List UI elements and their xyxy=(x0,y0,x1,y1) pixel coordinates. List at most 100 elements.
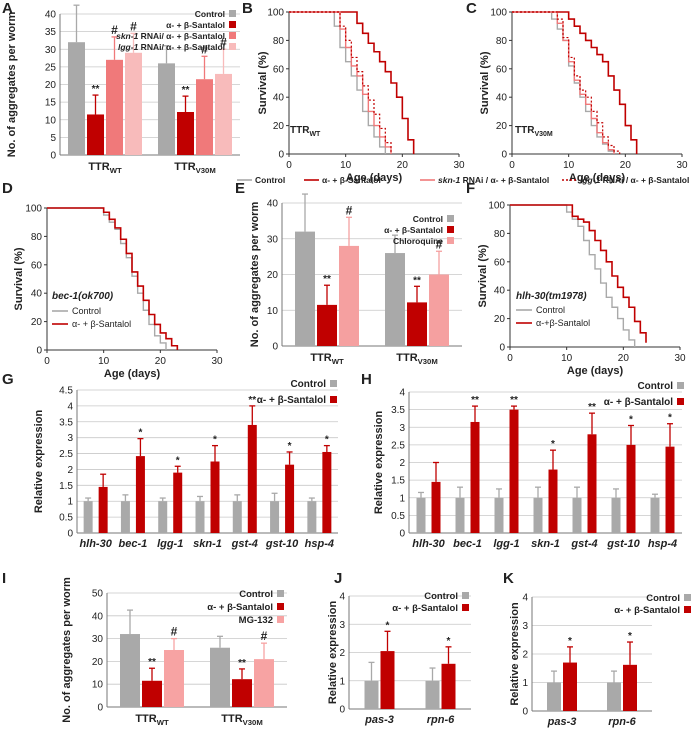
top-legend-label: lgg-1 RNAi / α- + β-Santalol xyxy=(580,175,689,185)
significance-mark-a: ** xyxy=(92,84,100,95)
bar-a xyxy=(125,52,142,155)
bar-k xyxy=(607,682,621,711)
ytick-label-j: 2 xyxy=(339,648,345,659)
legend-label-e: Control xyxy=(413,214,443,224)
bar-g xyxy=(195,501,205,533)
xtick-label-g: bec-1 xyxy=(119,538,148,550)
significance-mark-g: * xyxy=(176,455,180,466)
significance-mark-i: ** xyxy=(238,658,246,669)
group-label-e-base: TTR xyxy=(310,352,331,364)
panel-label-i: I xyxy=(2,570,6,587)
xtick-label-d: 0 xyxy=(44,356,50,367)
xtick-label-c: 30 xyxy=(676,160,688,171)
survival-curve-f xyxy=(510,204,647,343)
ytick-label-f: 80 xyxy=(494,229,506,240)
significance-mark-e: ** xyxy=(323,274,331,285)
bar-e xyxy=(317,304,337,346)
legend-label-a: α- + β-Santalol xyxy=(166,20,225,30)
xtick-label-b: 20 xyxy=(397,160,409,171)
y-axis-label-a: No. of aggregates per worm xyxy=(6,12,18,158)
significance-mark-k: * xyxy=(628,631,632,642)
bar-g xyxy=(98,486,108,533)
significance-mark-a: # xyxy=(111,23,118,37)
ytick-label-g: 0 xyxy=(67,529,73,540)
top-legend-rest: RNAi / α- + β-Santalol xyxy=(460,175,549,185)
legend-label-i: α- + β-Santalol xyxy=(207,602,273,613)
strain-label-c: TTRV30M xyxy=(515,125,553,138)
ytick-label-g: 1 xyxy=(67,497,73,508)
ytick-label-h: 2 xyxy=(399,458,405,469)
group-label-e: TTRV30M xyxy=(396,352,437,366)
ytick-label-i: 40 xyxy=(92,611,104,622)
panel-label-j: J xyxy=(334,570,342,587)
bar-a xyxy=(158,63,175,155)
legend-swatch-h xyxy=(677,382,684,389)
legend-label-g: α- + β-Santalol xyxy=(257,395,326,406)
survival-curve-c xyxy=(512,11,638,154)
significance-mark-e: # xyxy=(436,237,443,251)
xtick-label-b: 10 xyxy=(340,160,352,171)
significance-mark-g: * xyxy=(325,435,329,446)
top-legend-label: skn-1 RNAi / α- + β-Santalol xyxy=(438,175,549,185)
panel-label-c: C xyxy=(466,0,477,17)
bar-a xyxy=(68,42,85,156)
panel-label-f: F xyxy=(466,180,475,197)
legend-swatch-a xyxy=(229,10,236,17)
ytick-label-i: 30 xyxy=(92,634,104,645)
ytick-label-h: 3 xyxy=(399,423,405,434)
panel-label-a: A xyxy=(2,0,13,17)
legend-swatch-j xyxy=(462,592,469,599)
xtick-label-g: gst-4 xyxy=(231,538,258,550)
bar-g xyxy=(285,464,295,533)
bar-k xyxy=(547,682,561,711)
xtick-label-h: bec-1 xyxy=(453,538,482,550)
bar-e xyxy=(429,274,449,346)
top-legend-italic: lgg-1 xyxy=(580,175,601,185)
ytick-label-b: 20 xyxy=(273,121,285,132)
legend-label-h: α- + β-Santalol xyxy=(604,397,673,408)
xtick-label-k: pas-3 xyxy=(547,716,577,728)
xtick-label-k: rpn-6 xyxy=(608,716,636,728)
bar-h xyxy=(470,421,480,533)
bar-h xyxy=(611,497,621,533)
legend-swatch-a xyxy=(229,21,236,28)
bar-h xyxy=(587,434,597,533)
top-legend-label: α- + β-Santalol xyxy=(322,175,381,185)
survival-curve-b xyxy=(289,11,392,154)
group-label-i: TTRWT xyxy=(135,713,169,727)
legend-swatch-i xyxy=(277,603,284,610)
significance-mark-h: * xyxy=(668,413,672,424)
ytick-label-c: 0 xyxy=(501,150,507,161)
legend-swatch-j xyxy=(462,604,469,611)
xtick-label-c: 0 xyxy=(509,160,515,171)
survival-curve-c xyxy=(512,11,621,154)
ytick-label-a: 40 xyxy=(45,10,57,21)
bar-g xyxy=(120,501,130,533)
ytick-label-g: 2.5 xyxy=(59,449,73,460)
bar-a xyxy=(215,73,232,155)
ytick-label-a: 20 xyxy=(45,80,57,91)
x-axis-label-d: Age (days) xyxy=(104,368,161,380)
ytick-label-c: 20 xyxy=(496,121,508,132)
group-label-i-sub: WT xyxy=(157,718,169,727)
bar-g xyxy=(322,451,332,533)
significance-mark-a: # xyxy=(220,35,227,49)
survival-curve-b xyxy=(289,11,392,154)
y-axis-label-i: No. of aggregates per worm xyxy=(61,577,73,723)
bar-g xyxy=(158,501,168,533)
strain-label-c-sub: V30M xyxy=(534,131,552,138)
bar-j xyxy=(425,680,440,709)
significance-mark-h: * xyxy=(629,414,633,425)
ytick-label-j: 3 xyxy=(339,620,345,631)
xtick-label-b: 0 xyxy=(286,160,292,171)
ytick-label-a: 0 xyxy=(50,151,56,162)
x-axis-label-c: Age (days) xyxy=(569,172,626,184)
bar-i xyxy=(232,679,252,707)
panel-label-g: G xyxy=(2,371,14,388)
bar-i xyxy=(142,680,162,707)
ytick-label-f: 0 xyxy=(499,343,505,354)
ytick-label-a: 30 xyxy=(45,45,57,56)
legend-swatch-k xyxy=(684,606,691,613)
bar-e xyxy=(339,245,359,346)
bar-k xyxy=(563,662,577,711)
